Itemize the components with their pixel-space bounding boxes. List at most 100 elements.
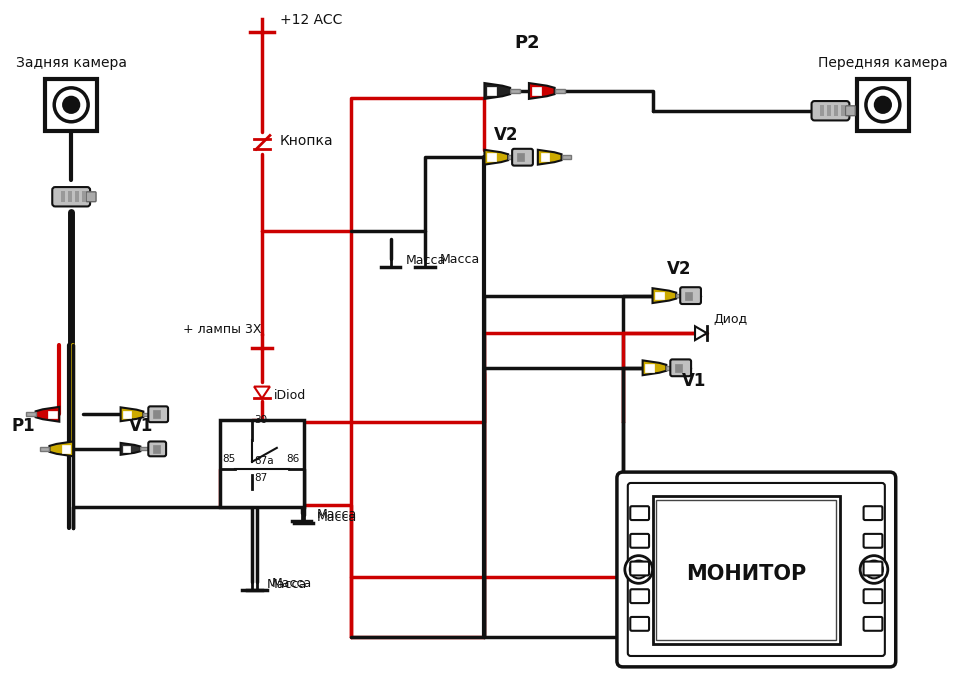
Polygon shape xyxy=(538,150,562,164)
Bar xyxy=(488,153,495,161)
Circle shape xyxy=(876,97,891,113)
Bar xyxy=(821,105,825,116)
Bar xyxy=(140,447,148,450)
Bar xyxy=(68,191,72,202)
Text: +12 ACC: +12 ACC xyxy=(279,13,342,27)
Polygon shape xyxy=(485,83,510,99)
Bar xyxy=(645,364,654,372)
FancyBboxPatch shape xyxy=(864,589,882,603)
Text: 87a: 87a xyxy=(254,456,274,466)
Polygon shape xyxy=(121,407,143,421)
Circle shape xyxy=(625,556,653,583)
Bar xyxy=(82,191,85,202)
Bar xyxy=(540,153,549,161)
Bar xyxy=(510,89,520,93)
Bar xyxy=(61,191,65,202)
Polygon shape xyxy=(36,407,60,421)
Bar xyxy=(48,410,57,418)
Bar xyxy=(657,500,836,640)
Polygon shape xyxy=(485,150,508,164)
FancyBboxPatch shape xyxy=(631,561,649,575)
Bar xyxy=(532,87,540,95)
Bar xyxy=(61,445,70,453)
Bar xyxy=(154,410,160,418)
Bar xyxy=(666,366,676,370)
Bar xyxy=(562,155,571,159)
Bar xyxy=(828,105,831,116)
Text: 87: 87 xyxy=(254,473,267,484)
Bar xyxy=(143,412,153,416)
Text: Масса: Масса xyxy=(405,254,445,267)
Text: P2: P2 xyxy=(515,34,540,52)
FancyBboxPatch shape xyxy=(864,617,882,631)
Text: V1: V1 xyxy=(683,372,707,390)
Text: Передняя камера: Передняя камера xyxy=(818,56,948,70)
FancyBboxPatch shape xyxy=(681,287,701,304)
Bar xyxy=(45,79,97,130)
FancyBboxPatch shape xyxy=(864,506,882,520)
Bar xyxy=(123,446,131,452)
Bar xyxy=(40,447,49,451)
Text: V1: V1 xyxy=(129,417,153,435)
Polygon shape xyxy=(49,442,73,456)
FancyBboxPatch shape xyxy=(512,149,533,166)
FancyBboxPatch shape xyxy=(670,359,691,376)
Text: Задняя камера: Задняя камера xyxy=(15,56,127,70)
Polygon shape xyxy=(254,386,270,398)
Bar xyxy=(675,364,683,372)
Bar xyxy=(676,294,685,298)
Bar xyxy=(123,411,132,418)
Text: V2: V2 xyxy=(667,260,692,278)
Bar xyxy=(26,412,36,416)
Bar xyxy=(653,496,840,644)
Bar xyxy=(220,420,304,508)
FancyBboxPatch shape xyxy=(631,617,649,631)
FancyBboxPatch shape xyxy=(811,101,850,120)
Bar xyxy=(75,191,79,202)
Polygon shape xyxy=(653,288,676,303)
Circle shape xyxy=(865,561,883,578)
Polygon shape xyxy=(121,443,140,455)
Text: Масса: Масса xyxy=(267,578,307,592)
Text: Масса: Масса xyxy=(317,511,356,524)
Text: V2: V2 xyxy=(494,127,518,144)
Circle shape xyxy=(54,88,88,122)
FancyBboxPatch shape xyxy=(617,472,896,667)
FancyBboxPatch shape xyxy=(846,106,855,116)
Circle shape xyxy=(630,561,648,578)
Circle shape xyxy=(860,556,888,583)
Bar xyxy=(857,79,908,130)
Bar xyxy=(488,87,496,95)
FancyBboxPatch shape xyxy=(864,561,882,575)
Bar xyxy=(154,445,160,453)
Bar xyxy=(841,105,845,116)
Text: Кнопка: Кнопка xyxy=(279,134,333,148)
Text: iDiod: iDiod xyxy=(274,389,306,402)
FancyBboxPatch shape xyxy=(631,506,649,520)
Text: Диод: Диод xyxy=(714,314,748,326)
Text: 30: 30 xyxy=(254,415,267,425)
Bar xyxy=(555,89,564,93)
Text: МОНИТОР: МОНИТОР xyxy=(686,564,806,584)
Bar xyxy=(834,105,838,116)
Text: Масса: Масса xyxy=(317,508,356,521)
Polygon shape xyxy=(642,360,666,375)
Text: 85: 85 xyxy=(222,454,235,463)
Polygon shape xyxy=(695,326,707,340)
Circle shape xyxy=(866,88,900,122)
Text: + лампы 3X: + лампы 3X xyxy=(183,323,261,336)
FancyBboxPatch shape xyxy=(148,407,168,422)
Polygon shape xyxy=(529,83,555,99)
Text: P1: P1 xyxy=(12,417,36,435)
FancyBboxPatch shape xyxy=(864,534,882,547)
Text: 86: 86 xyxy=(286,454,300,463)
Bar xyxy=(685,292,692,300)
FancyBboxPatch shape xyxy=(86,192,96,202)
FancyBboxPatch shape xyxy=(628,483,885,656)
Text: Масса: Масса xyxy=(272,578,312,590)
FancyBboxPatch shape xyxy=(631,589,649,603)
Bar xyxy=(656,292,663,300)
Circle shape xyxy=(63,97,79,113)
FancyBboxPatch shape xyxy=(148,442,166,456)
Text: Масса: Масса xyxy=(440,253,480,266)
